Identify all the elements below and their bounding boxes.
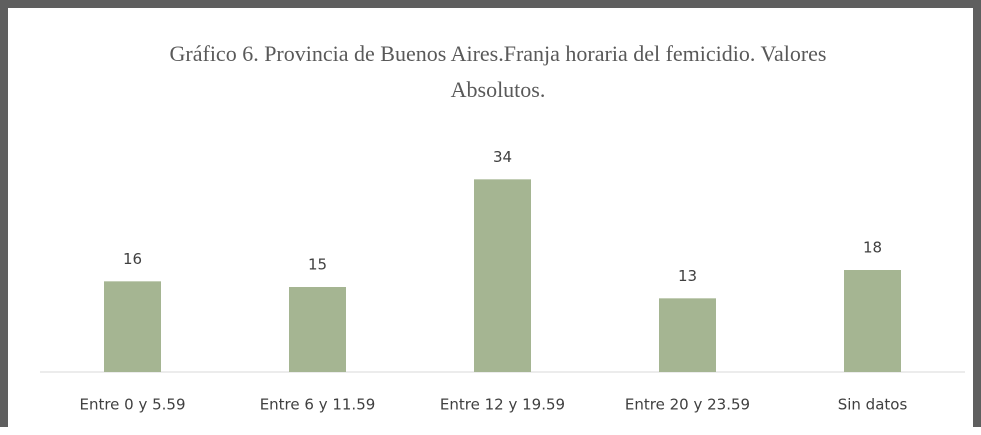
bar	[474, 179, 531, 372]
data-label: 16	[123, 250, 142, 268]
data-label: 18	[863, 239, 882, 257]
x-tick-label: Entre 12 y 19.59	[440, 396, 565, 414]
bar	[104, 281, 161, 372]
bar	[289, 287, 346, 372]
x-tick-label: Sin datos	[838, 396, 908, 414]
bar	[844, 270, 901, 372]
data-label: 13	[678, 267, 697, 285]
data-label: 15	[308, 256, 327, 274]
bar	[659, 298, 716, 372]
chart-title: Gráfico 6. Provincia de Buenos Aires.Fra…	[169, 41, 827, 102]
x-tick-label: Entre 20 y 23.59	[625, 396, 750, 414]
data-label: 34	[493, 148, 512, 166]
x-tick-label: Entre 6 y 11.59	[260, 396, 376, 414]
x-tick-label: Entre 0 y 5.59	[79, 396, 185, 414]
chart: Entre 0 y 5.59 16 Entre 6 y 11.59 15 Entre 1…	[40, 148, 965, 414]
